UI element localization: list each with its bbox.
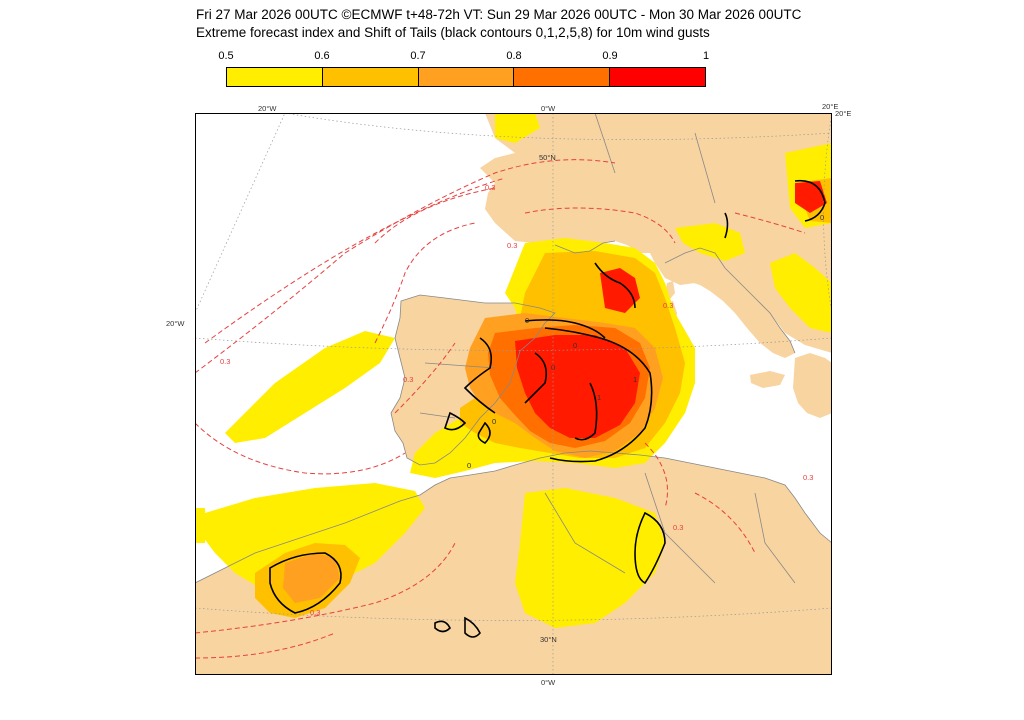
sot-label: 0	[467, 461, 472, 470]
legend-tick: 0.6	[314, 50, 330, 62]
legend-swatch	[322, 68, 419, 86]
chart-title: Fri 27 Mar 2026 00UTC ©ECMWF t+48-72h VT…	[196, 6, 801, 42]
contour-label: 0.3	[485, 183, 496, 192]
land-sicily	[750, 371, 785, 388]
color-legend: 0.5 0.6 0.7 0.8 0.9 1	[218, 50, 710, 90]
sot-label: 0	[551, 363, 556, 372]
title-line-1: Fri 27 Mar 2026 00UTC ©ECMWF t+48-72h VT…	[196, 7, 802, 22]
legend-tick: 1	[702, 50, 710, 62]
legend-tick: 0.9	[602, 50, 618, 62]
grid-label-50n: 50°N	[539, 153, 556, 162]
legend-tick: 0.8	[506, 50, 522, 62]
sot-label: 0	[492, 417, 497, 426]
sot-label: 0	[525, 316, 530, 325]
map-frame	[195, 113, 832, 675]
land-italy	[665, 248, 795, 358]
grid-label-top-20e-a: 20°E	[822, 102, 839, 111]
contour-label: 0.3	[220, 357, 231, 366]
sot-label: 0	[573, 341, 578, 350]
grid-label-top-0: 0°W	[541, 104, 556, 113]
land-balkans	[793, 353, 832, 418]
contour-label: 0.3	[673, 523, 684, 532]
legend-tick: 0.7	[410, 50, 426, 62]
sot-label: 1	[633, 375, 638, 384]
grid-label-top-20e-b: 20°E	[835, 109, 852, 118]
title-line-2: Extreme forecast index and Shift of Tail…	[196, 25, 710, 40]
land-africa	[195, 451, 832, 675]
grid-label-top-20w: 20°W	[258, 104, 277, 113]
legend-swatch	[610, 68, 705, 86]
sot-label: 1	[597, 393, 602, 402]
legend-swatch	[514, 68, 611, 86]
efi-0.3-contours	[195, 159, 806, 659]
sot-black-contours	[269, 179, 826, 638]
forecast-map: 50°N 30°N 0.3 0.3 0.3 0.3 0.3 0.3 0.3 0.…	[195, 113, 832, 675]
contour-label: 0.3	[803, 473, 814, 482]
contour-label: 0.3	[507, 241, 518, 250]
grid-label-bottom-0: 0°W	[541, 678, 556, 687]
grid-label-30n: 30°N	[540, 635, 557, 644]
legend-swatch	[418, 68, 515, 86]
land-europe	[480, 113, 832, 353]
contour-label: 0.3	[310, 608, 321, 617]
lat-lon-grid	[195, 113, 832, 675]
legend-tick-labels: 0.5 0.6 0.7 0.8 0.9 1	[218, 50, 710, 64]
legend-swatch	[227, 68, 323, 86]
sot-label: 0	[820, 213, 825, 222]
contour-label: 0.3	[663, 301, 674, 310]
legend-tick: 0.5	[218, 50, 234, 62]
grid-label-left-20w: 20°W	[166, 319, 185, 328]
contour-label: 0.3	[403, 375, 414, 384]
legend-color-bar	[226, 67, 706, 87]
country-borders	[195, 113, 832, 584]
